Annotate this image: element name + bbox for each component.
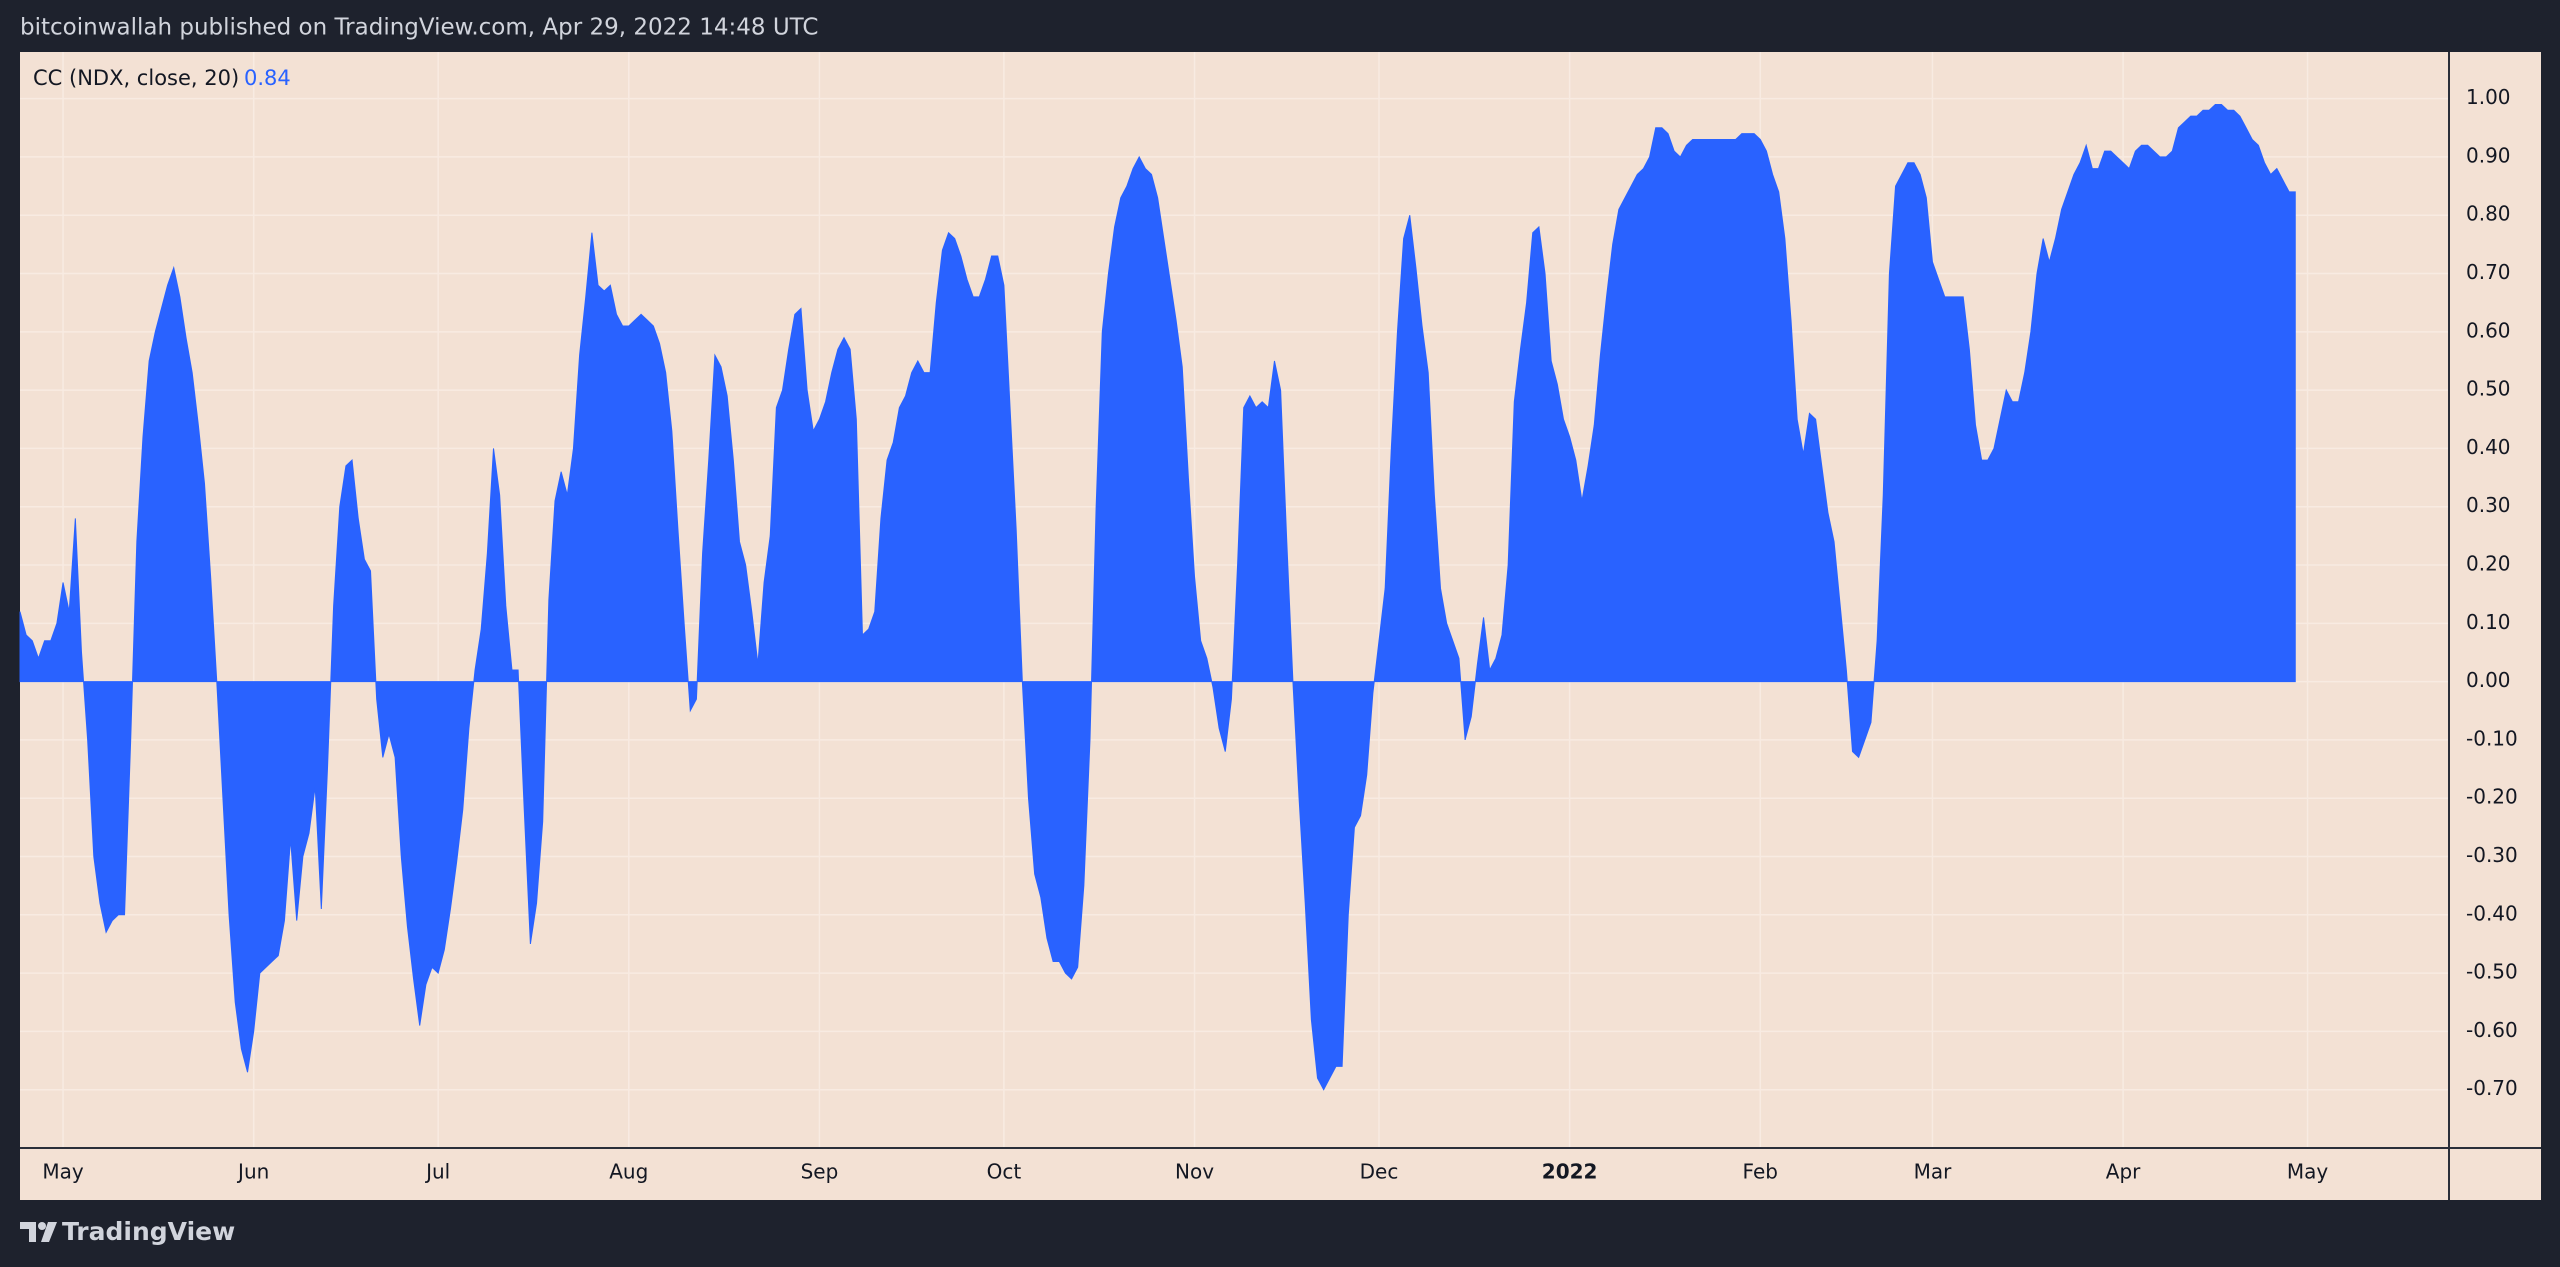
x-tick-label: Feb bbox=[1743, 1160, 1778, 1184]
y-tick-label: 0.30 bbox=[2466, 493, 2511, 517]
x-tick-label: 2022 bbox=[1542, 1160, 1598, 1184]
y-tick-label: 0.50 bbox=[2466, 377, 2511, 401]
y-tick-label: 0.00 bbox=[2466, 668, 2511, 692]
y-tick-label: 0.20 bbox=[2466, 552, 2511, 576]
y-tick-label: -0.20 bbox=[2466, 785, 2518, 809]
brand-name: TradingView bbox=[62, 1217, 235, 1246]
y-tick-label: 1.00 bbox=[2466, 85, 2511, 109]
y-tick-label: -0.10 bbox=[2466, 726, 2518, 750]
indicator-legend: CC (NDX, close, 20) bbox=[33, 66, 239, 90]
indicator-value: 0.84 bbox=[244, 66, 291, 90]
x-tick-label: Oct bbox=[987, 1160, 1022, 1184]
tradingview-logo bbox=[20, 1222, 57, 1242]
y-tick-label: -0.70 bbox=[2466, 1076, 2518, 1100]
x-tick-label: Dec bbox=[1360, 1160, 1399, 1184]
x-tick-label: May bbox=[42, 1160, 84, 1184]
y-tick-label: 0.80 bbox=[2466, 202, 2511, 226]
y-tick-label: 0.10 bbox=[2466, 610, 2511, 634]
publish-header: bitcoinwallah published on TradingView.c… bbox=[20, 15, 818, 41]
x-tick-label: Mar bbox=[1914, 1160, 1953, 1184]
y-tick-label: -0.40 bbox=[2466, 901, 2518, 925]
x-tick-label: Jun bbox=[236, 1160, 269, 1184]
y-tick-label: -0.50 bbox=[2466, 960, 2518, 984]
y-tick-label: -0.30 bbox=[2466, 843, 2518, 867]
y-tick-label: 0.90 bbox=[2466, 143, 2511, 167]
correlation-area bbox=[19, 103, 2296, 1091]
x-tick-label: Sep bbox=[801, 1160, 839, 1184]
x-tick-label: Nov bbox=[1175, 1160, 1214, 1184]
y-tick-label: 0.70 bbox=[2466, 260, 2511, 284]
y-tick-label: 0.60 bbox=[2466, 318, 2511, 342]
x-tick-label: Aug bbox=[609, 1160, 648, 1184]
plot-area bbox=[19, 52, 2449, 1148]
y-tick-label: -0.60 bbox=[2466, 1018, 2518, 1042]
y-tick-label: 0.40 bbox=[2466, 435, 2511, 459]
x-tick-label: May bbox=[2287, 1160, 2329, 1184]
x-tick-label: Jul bbox=[424, 1160, 450, 1184]
x-tick-label: Apr bbox=[2106, 1160, 2141, 1184]
